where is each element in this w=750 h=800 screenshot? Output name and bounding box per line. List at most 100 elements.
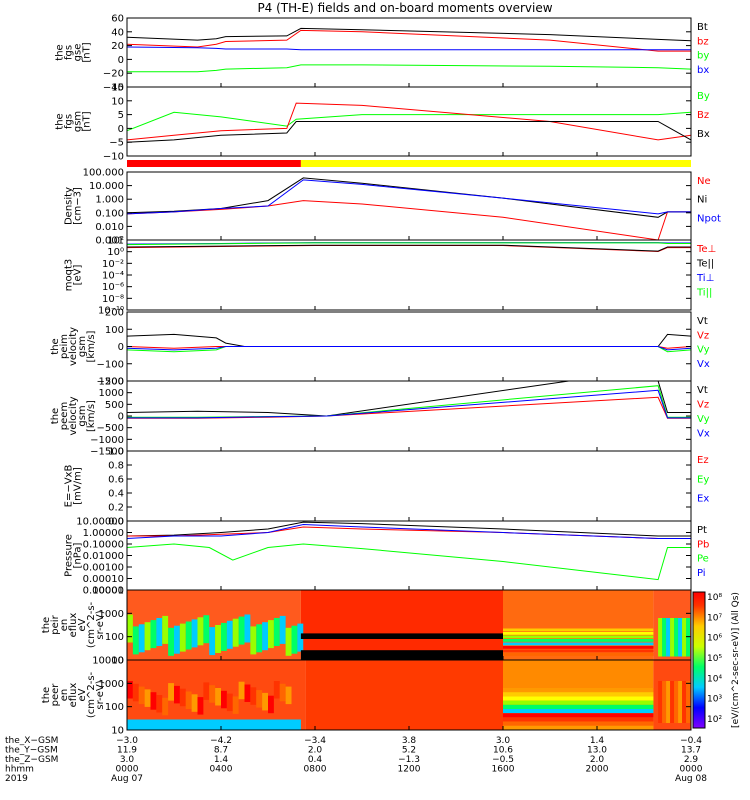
heatmap-cell xyxy=(658,681,663,723)
legend-Pe: Pe xyxy=(697,554,709,565)
legend-Vt: Vt xyxy=(697,316,708,327)
heatmap-cell xyxy=(168,683,174,701)
panel-5 xyxy=(126,311,692,382)
series-Bx xyxy=(126,121,692,143)
y-tick-label: −5 xyxy=(109,138,124,149)
y-tick-label: 10⁻⁶ xyxy=(102,282,124,293)
xaxis-row-value: Aug 08 xyxy=(675,774,707,784)
heatmap-band xyxy=(300,650,503,660)
y-axis-label: peem xyxy=(59,402,70,430)
legend-bx: bx xyxy=(697,65,709,76)
y-axis-label: en xyxy=(59,619,70,632)
xaxis-row-label: the_Z−GSM xyxy=(5,755,58,765)
xaxis-row-value: 0000 xyxy=(116,765,139,775)
panel-6 xyxy=(126,380,692,452)
y-tick-label: −500 xyxy=(97,423,124,434)
xaxis-row-value: 5.2 xyxy=(402,746,416,756)
legend-Vt: Vt xyxy=(697,385,708,396)
y-tick-label: 10.000 xyxy=(89,181,124,192)
y-tick-label: −1000 xyxy=(90,435,124,446)
heatmap-cell xyxy=(179,688,186,707)
panel-3 xyxy=(126,171,692,241)
heatmap-cell xyxy=(666,681,671,723)
y-tick-label: 0.100 xyxy=(95,208,124,219)
y-tick-label: 1.0 xyxy=(108,447,124,458)
colorbar-tick-label: 10³ xyxy=(707,695,722,705)
colorbar-tick-label: 10⁵ xyxy=(707,654,722,664)
heatmap-cell xyxy=(179,623,186,652)
y-tick-label: 0 xyxy=(118,412,124,423)
heatmap-band xyxy=(503,692,654,697)
y-tick-label: 10.00000 xyxy=(76,517,124,528)
y-tick-label: 1000 xyxy=(99,388,124,399)
heatmap-cell xyxy=(297,623,304,652)
panel-9 xyxy=(126,589,692,661)
heatmap-cell xyxy=(221,690,227,709)
heatmap-band xyxy=(127,719,301,730)
series-Ni xyxy=(126,177,691,218)
y-tick-label: 0.0 xyxy=(108,517,124,528)
y-tick-label: −1500 xyxy=(90,447,124,458)
y-tick-label: 0.001 xyxy=(95,236,124,247)
heatmap-cell xyxy=(162,615,169,644)
heatmap-cell xyxy=(197,697,204,715)
xaxis-row-value: 0.4 xyxy=(308,755,323,765)
legend-Ti||: Ti|| xyxy=(696,288,712,299)
xaxis-row-value: 8.7 xyxy=(214,746,228,756)
series-Vz xyxy=(127,396,691,419)
y-tick-label: 0.10000 xyxy=(83,540,124,551)
y-axis-label: gsm xyxy=(77,336,88,357)
xaxis-row-value: 1.4 xyxy=(214,755,229,765)
series-Vy xyxy=(127,385,691,418)
colorbar-tick-label: 10⁶ xyxy=(707,634,722,644)
y-axis-label: eflux xyxy=(68,683,79,708)
y-axis-label: eflux xyxy=(68,613,79,638)
panel-frame xyxy=(126,450,692,522)
y-tick-label: 10000 xyxy=(92,586,124,597)
heatmap-cell xyxy=(666,618,671,657)
heatmap-cell xyxy=(256,624,263,653)
heatmap-band xyxy=(503,653,654,656)
series-bz xyxy=(126,29,691,52)
xaxis-row-value: −1.3 xyxy=(398,755,420,765)
xaxis-row-value: 1200 xyxy=(398,765,421,775)
y-axis-label: peer xyxy=(50,683,61,707)
heatmap-cell xyxy=(150,620,157,649)
panel-8 xyxy=(126,520,692,591)
y-axis-label: velocity xyxy=(68,327,79,366)
xaxis-row-value: 13.7 xyxy=(681,746,701,756)
heatmap-cell xyxy=(232,696,239,714)
xaxis-row-value: 2.9 xyxy=(684,755,699,765)
series-Npot xyxy=(126,179,691,215)
y-axis-label: E=−VxB xyxy=(64,465,75,508)
heatmap-cell xyxy=(674,681,679,723)
xaxis-row-value: 0400 xyxy=(210,765,233,775)
heatmap-band xyxy=(503,700,654,705)
legend-Vz: Vz xyxy=(697,330,709,341)
heatmap-cell xyxy=(144,622,151,651)
xaxis-row-value: 2.0 xyxy=(308,746,323,756)
y-axis-label: fgs xyxy=(64,45,75,60)
heatmap-cell xyxy=(250,687,257,705)
legend-Ne: Ne xyxy=(697,176,711,187)
heatmap-cell xyxy=(670,681,675,723)
heatmap-cell xyxy=(291,625,298,654)
heatmap-band xyxy=(503,688,654,693)
legend-Bz: Bz xyxy=(697,110,709,121)
legend-Pb: Pb xyxy=(697,539,709,550)
series-Vt xyxy=(126,380,691,417)
y-axis-label: [eV] xyxy=(73,265,84,286)
heatmap-band xyxy=(503,725,654,730)
legend-Ez: Ez xyxy=(697,455,709,466)
heatmap-band xyxy=(503,642,654,646)
heatmap-cell xyxy=(162,697,169,716)
y-tick-label: 0.6 xyxy=(108,475,124,486)
heatmap-cell xyxy=(215,625,221,653)
y-tick-label: 20 xyxy=(111,41,124,52)
heatmap-cell xyxy=(138,686,145,705)
heatmap-cell xyxy=(262,692,268,711)
heatmap-cell xyxy=(678,618,683,657)
heatmap-cell xyxy=(279,615,286,644)
series-bx xyxy=(126,46,691,51)
heatmap-cell xyxy=(156,618,163,646)
